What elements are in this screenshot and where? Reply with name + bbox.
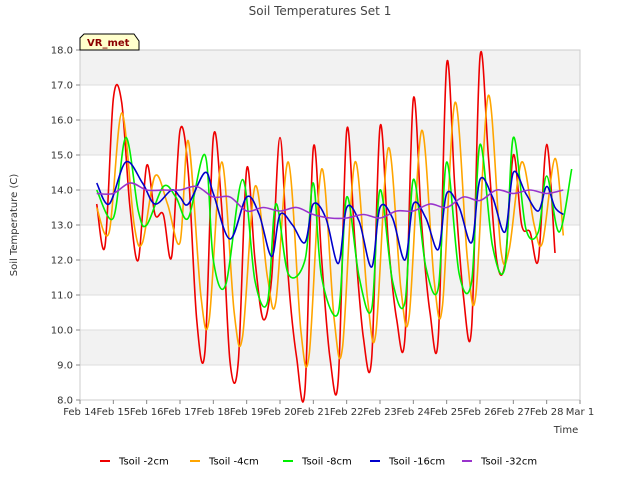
x-tick-label: Feb 16 [130, 407, 164, 418]
chart-title: Soil Temperatures Set 1 [249, 4, 392, 18]
y-tick-label: 13.0 [51, 221, 73, 232]
series-lines [95, 50, 573, 403]
badge-shape [79, 33, 140, 51]
x-tick-label: Feb 15 [97, 407, 131, 418]
x-tick-label: Feb 18 [197, 407, 231, 418]
x-tick-label: Feb 23 [363, 407, 397, 418]
y-tick-label: 11.0 [51, 291, 73, 302]
y-tick-label: 15.0 [51, 151, 73, 162]
y-tick-label: 9.0 [57, 361, 73, 372]
legend-label: Tsoil -2cm [118, 457, 169, 468]
series-line-tsoil-4cm [95, 94, 565, 368]
x-axis-ticks: Feb 14 Feb 15 Feb 16 Feb 17 Feb 18 Feb 19 Feb … [63, 400, 594, 418]
x-tick-label: Feb 17 [163, 407, 197, 418]
x-tick-label: Feb 25 [430, 407, 464, 418]
series-line-tsoil-32cm [96, 182, 564, 220]
y-tick-label: 16.0 [51, 116, 73, 127]
legend-label: Tsoil -8cm [301, 457, 352, 468]
x-tick-label: Feb 24 [397, 407, 431, 418]
y-tick-label: 17.0 [51, 81, 73, 92]
y-tick-label: 12.0 [51, 256, 73, 267]
x-tick-label: Feb 27 [497, 407, 531, 418]
x-tick-label: Feb 20 [263, 407, 297, 418]
x-tick-label: Mar 1 [566, 407, 594, 418]
y-tick-label: 8.0 [57, 396, 73, 407]
background-band [80, 120, 580, 155]
x-axis-title: Time [553, 425, 578, 436]
x-tick-label: Feb 28 [530, 407, 564, 418]
badge-label: VR_met [87, 38, 130, 49]
legend-label: Tsoil -32cm [480, 457, 537, 468]
legend: Tsoil -2cm Tsoil -4cm Tsoil -8cm Tsoil -16c… [100, 457, 537, 468]
x-tick-label: Feb 22 [330, 407, 364, 418]
legend-label: Tsoil -16cm [388, 457, 445, 468]
x-tick-label: Feb 14 [63, 407, 97, 418]
y-tick-label: 10.0 [51, 326, 73, 337]
x-tick-label: Feb 19 [230, 407, 264, 418]
y-tick-label: 14.0 [51, 186, 73, 197]
legend-label: Tsoil -4cm [208, 457, 259, 468]
series-line-tsoil-8cm [95, 136, 573, 317]
x-tick-label: Feb 26 [463, 407, 497, 418]
x-tick-label: Feb 21 [297, 407, 331, 418]
y-tick-label: 18.0 [51, 46, 73, 57]
y-axis-ticks: 8.0 9.0 10.0 11.0 12.0 13.0 14.0 15.0 16.0 17.0 18… [51, 46, 80, 407]
background-band [80, 50, 580, 85]
station-badge: VR_met [79, 33, 140, 51]
series-line-tsoil-16cm [95, 160, 564, 268]
y-axis-title: Soil Temperature (C) [9, 174, 20, 277]
